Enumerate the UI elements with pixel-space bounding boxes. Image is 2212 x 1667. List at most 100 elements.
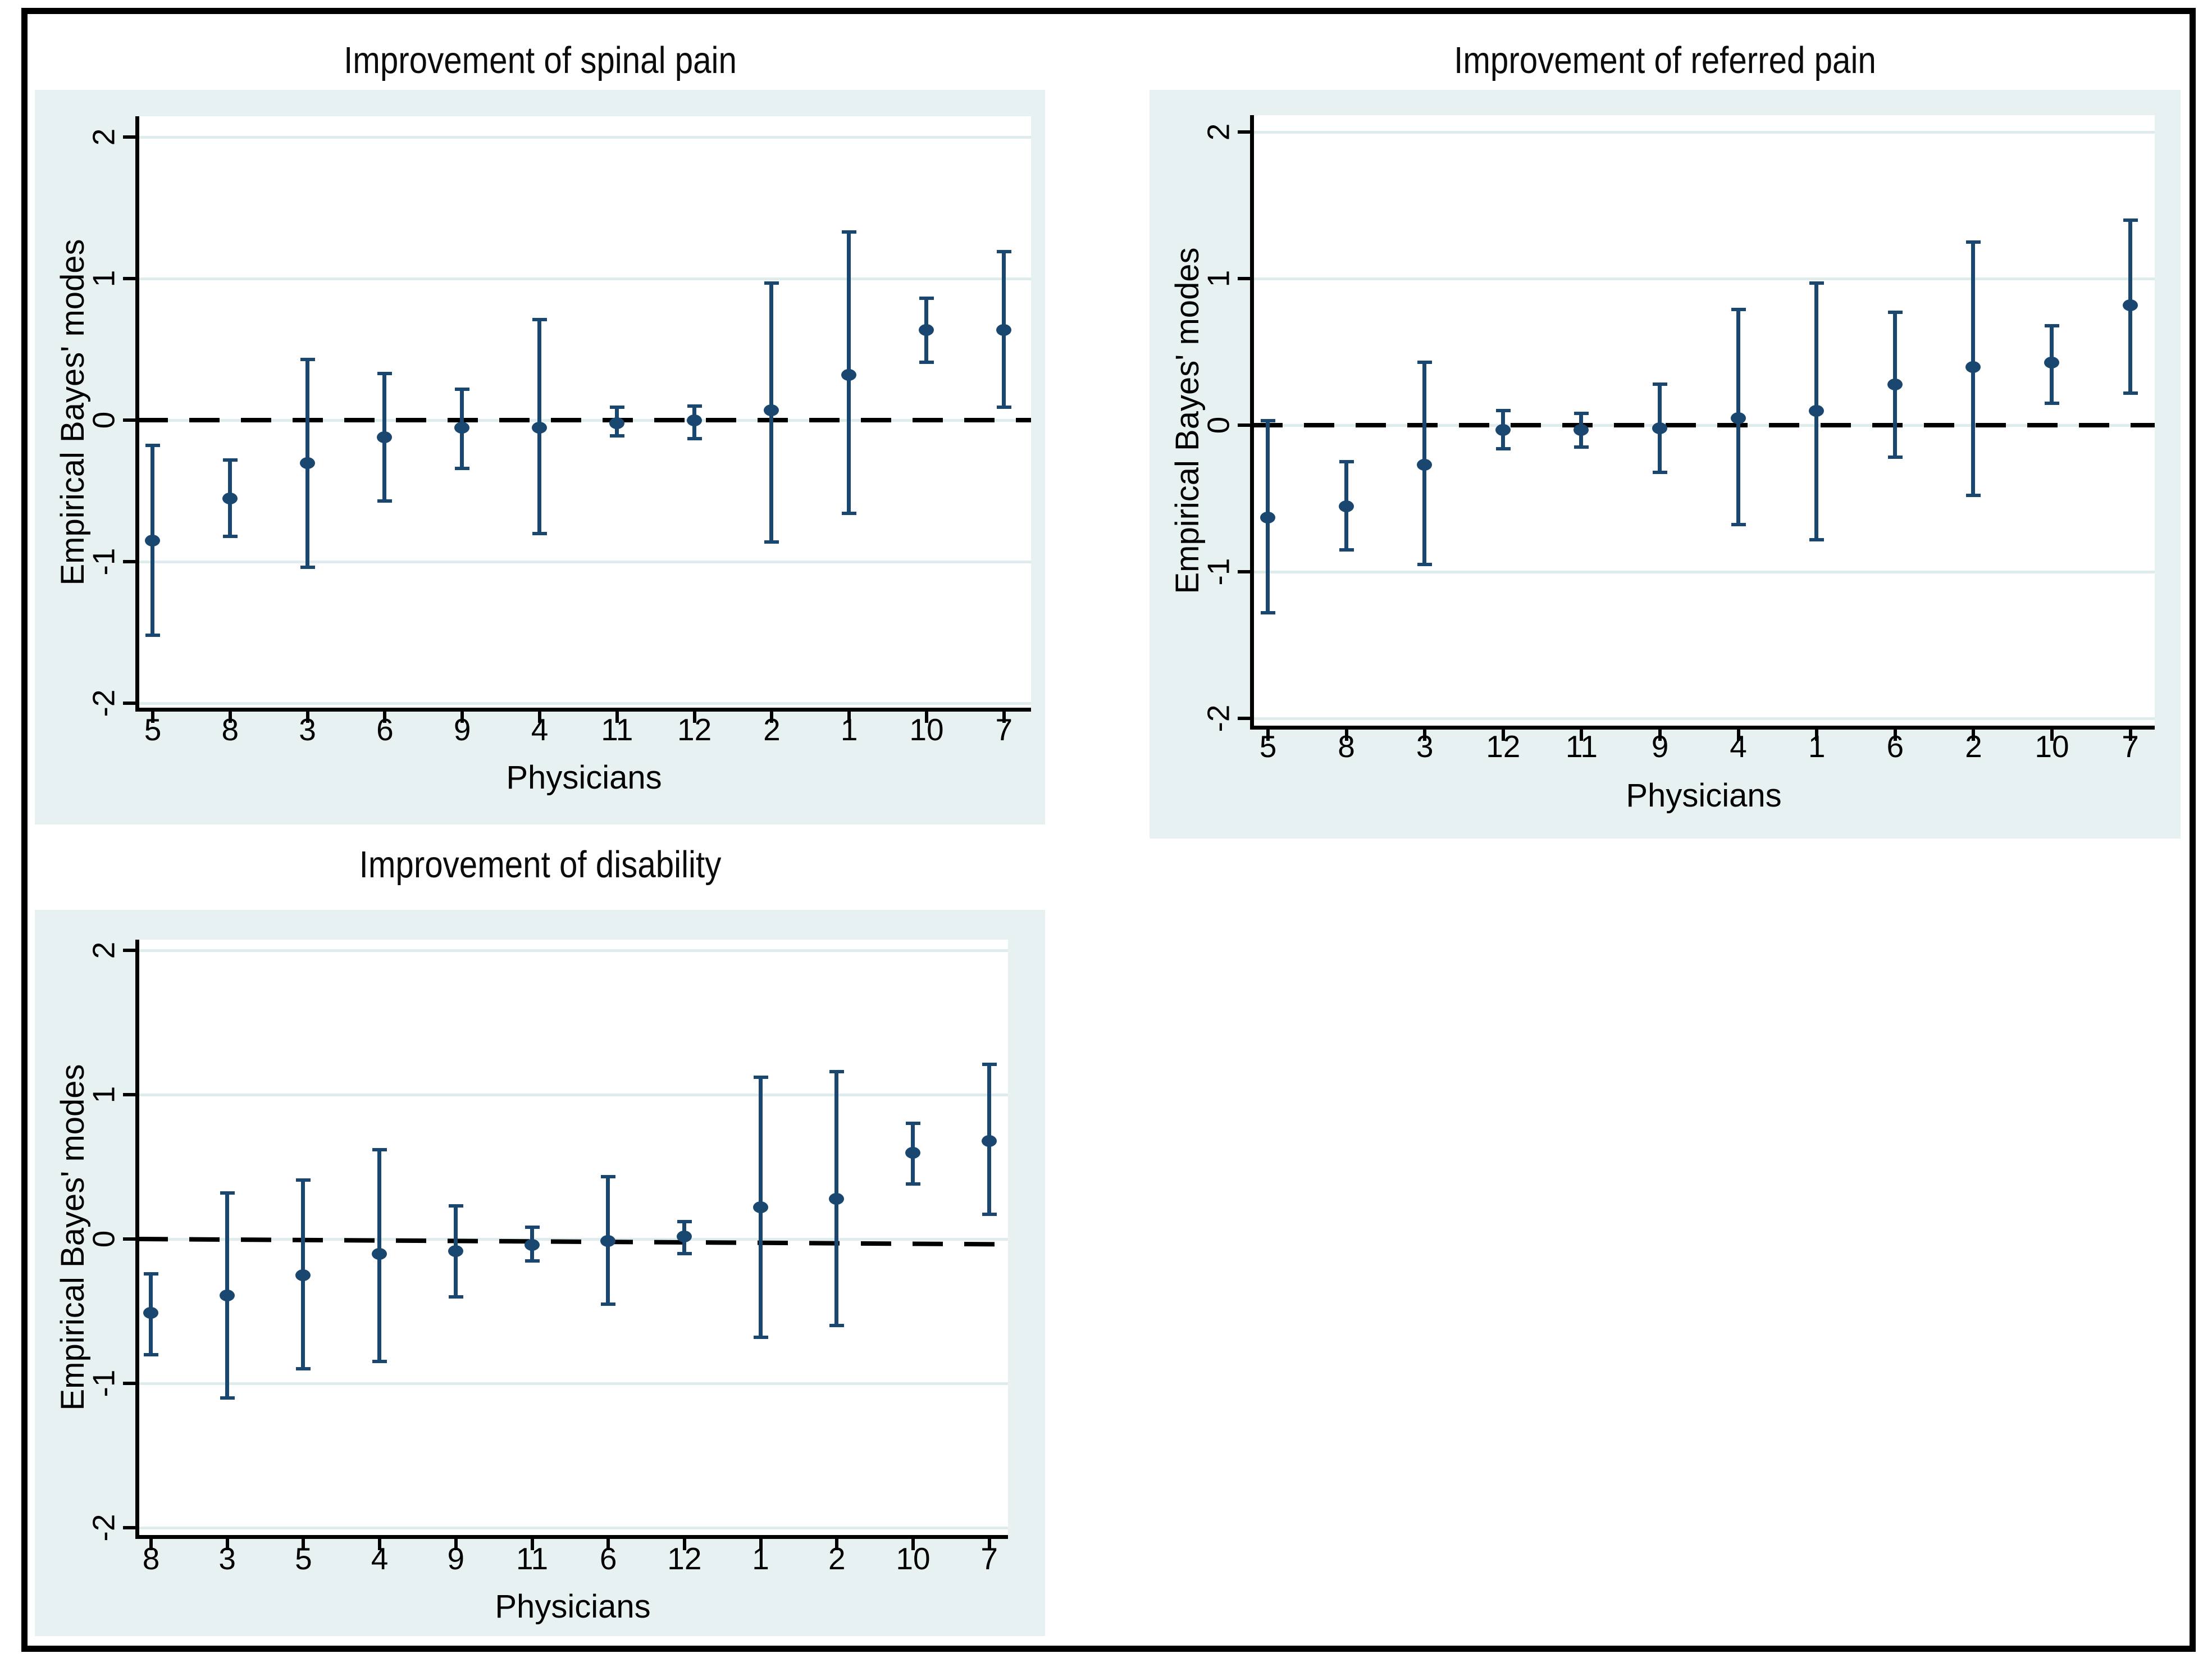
ci-cap-lower-6 bbox=[601, 1302, 616, 1306]
x-tick-3 bbox=[305, 712, 309, 723]
x-tick-11 bbox=[530, 1539, 534, 1550]
ci-cap-lower-1 bbox=[753, 1335, 768, 1339]
x-axis-title: Physicians bbox=[506, 759, 662, 796]
x-tick-label-12: 12 bbox=[677, 712, 712, 747]
y-tick-label-2: 2 bbox=[86, 128, 121, 146]
x-tick-1 bbox=[759, 1539, 763, 1550]
x-tick-label-9: 9 bbox=[447, 1541, 465, 1576]
ci-cap-lower-12 bbox=[677, 1251, 692, 1255]
ci-cap-lower-2 bbox=[764, 540, 779, 544]
gridline-y2 bbox=[138, 136, 1031, 139]
zero-reference-line bbox=[138, 418, 1031, 422]
x-tick-label-11: 11 bbox=[1565, 729, 1598, 764]
x-tick-4 bbox=[538, 712, 541, 723]
x-tick-12 bbox=[682, 1539, 686, 1550]
gridline-y-2 bbox=[1252, 717, 2155, 720]
plot-area bbox=[138, 116, 1031, 708]
estimate-dot-9 bbox=[1652, 422, 1667, 435]
x-axis-line bbox=[135, 1535, 1008, 1539]
ci-cap-lower-3 bbox=[300, 566, 315, 570]
y-axis-line bbox=[135, 940, 139, 1539]
ci-cap-lower-5 bbox=[296, 1367, 311, 1371]
ci-cap-lower-7 bbox=[982, 1213, 997, 1217]
y-axis-line bbox=[135, 116, 139, 712]
estimate-dot-5 bbox=[1260, 512, 1275, 524]
ci-cap-upper-1 bbox=[753, 1076, 768, 1080]
x-tick-label-4: 4 bbox=[1730, 729, 1747, 764]
gridline-y-1 bbox=[1252, 571, 2155, 573]
ci-cap-upper-5 bbox=[296, 1178, 311, 1182]
gridline-y-2 bbox=[138, 1527, 1008, 1529]
x-tick-3 bbox=[1423, 730, 1427, 741]
ci-cap-lower-4 bbox=[1731, 523, 1746, 527]
y-tick--1 bbox=[123, 560, 135, 563]
x-tick-11 bbox=[1580, 730, 1584, 741]
x-tick-label-11: 11 bbox=[516, 1541, 549, 1576]
x-tick-2 bbox=[835, 1539, 839, 1550]
x-tick-label-7: 7 bbox=[980, 1541, 998, 1576]
y-tick-label--1: -1 bbox=[86, 548, 121, 576]
estimate-dot-7 bbox=[996, 324, 1011, 336]
estimate-dot-6 bbox=[377, 431, 393, 444]
ci-cap-lower-10 bbox=[2045, 401, 2059, 405]
ci-cap-upper-12 bbox=[1495, 408, 1511, 412]
estimate-dot-5 bbox=[295, 1269, 311, 1282]
x-tick-6 bbox=[1893, 730, 1897, 741]
gridline-y1 bbox=[1252, 277, 2155, 280]
gridline-y2 bbox=[1252, 131, 2155, 134]
ci-cap-upper-9 bbox=[455, 387, 470, 391]
y-tick-1 bbox=[123, 277, 135, 280]
x-tick-8 bbox=[1344, 730, 1348, 741]
ci-cap-lower-11 bbox=[525, 1259, 540, 1263]
estimate-dot-5 bbox=[145, 535, 160, 547]
x-tick-9 bbox=[1658, 730, 1662, 741]
ci-cap-upper-2 bbox=[1966, 240, 1981, 244]
estimate-dot-9 bbox=[448, 1245, 463, 1257]
x-tick-1 bbox=[847, 712, 851, 723]
x-tick-2 bbox=[1972, 730, 1976, 741]
zero-reference-line bbox=[1252, 423, 2155, 427]
estimate-dot-12 bbox=[686, 415, 702, 426]
gridline-y-2 bbox=[138, 702, 1031, 705]
x-tick-label-8: 8 bbox=[142, 1541, 160, 1576]
ci-cap-lower-5 bbox=[145, 634, 160, 637]
ci-cap-upper-2 bbox=[764, 281, 779, 285]
y-tick-label-2: 2 bbox=[1201, 123, 1236, 141]
gridline-y-1 bbox=[138, 561, 1031, 563]
x-tick-2 bbox=[770, 712, 774, 723]
x-axis-line bbox=[1250, 726, 2155, 730]
estimate-dot-12 bbox=[1495, 423, 1511, 436]
ci-cap-lower-2 bbox=[829, 1324, 845, 1328]
ci-cap-upper-1 bbox=[1809, 281, 1825, 285]
x-tick-label-1: 1 bbox=[1808, 729, 1826, 764]
x-tick-label-2: 2 bbox=[828, 1541, 846, 1576]
ci-cap-lower-6 bbox=[377, 499, 393, 503]
x-tick-11 bbox=[615, 712, 619, 723]
x-tick-9 bbox=[454, 1539, 458, 1550]
ci-cap-upper-3 bbox=[220, 1191, 235, 1195]
ci-cap-lower-3 bbox=[1417, 562, 1433, 566]
y-tick-label-1: 1 bbox=[1201, 270, 1236, 288]
x-tick-12 bbox=[1501, 730, 1505, 741]
y-tick--2 bbox=[123, 702, 135, 705]
chart-title-referred-pain: Improvement of referred pain bbox=[1454, 39, 1876, 81]
ci-cap-upper-6 bbox=[1887, 311, 1903, 315]
gridline-y-1 bbox=[138, 1382, 1008, 1385]
ci-cap-upper-6 bbox=[377, 371, 393, 375]
x-tick-8 bbox=[228, 712, 232, 723]
ci-cap-upper-11 bbox=[1574, 412, 1589, 416]
x-tick-label-4: 4 bbox=[531, 712, 549, 747]
y-tick-label--1: -1 bbox=[86, 1369, 121, 1397]
ci-cap-upper-7 bbox=[2123, 218, 2138, 222]
x-tick-7 bbox=[987, 1539, 991, 1550]
x-tick-6 bbox=[383, 712, 387, 723]
estimate-dot-1 bbox=[752, 1201, 768, 1214]
x-tick-10 bbox=[911, 1539, 915, 1550]
ci-cap-lower-11 bbox=[1574, 445, 1589, 449]
ci-cap-upper-5 bbox=[1261, 419, 1275, 423]
x-tick-label-10: 10 bbox=[2035, 729, 2069, 764]
estimate-dot-1 bbox=[1809, 404, 1825, 417]
y-tick-label--2: -2 bbox=[1201, 704, 1236, 732]
x-tick-5 bbox=[1266, 730, 1270, 741]
estimate-dot-3 bbox=[219, 1290, 235, 1302]
